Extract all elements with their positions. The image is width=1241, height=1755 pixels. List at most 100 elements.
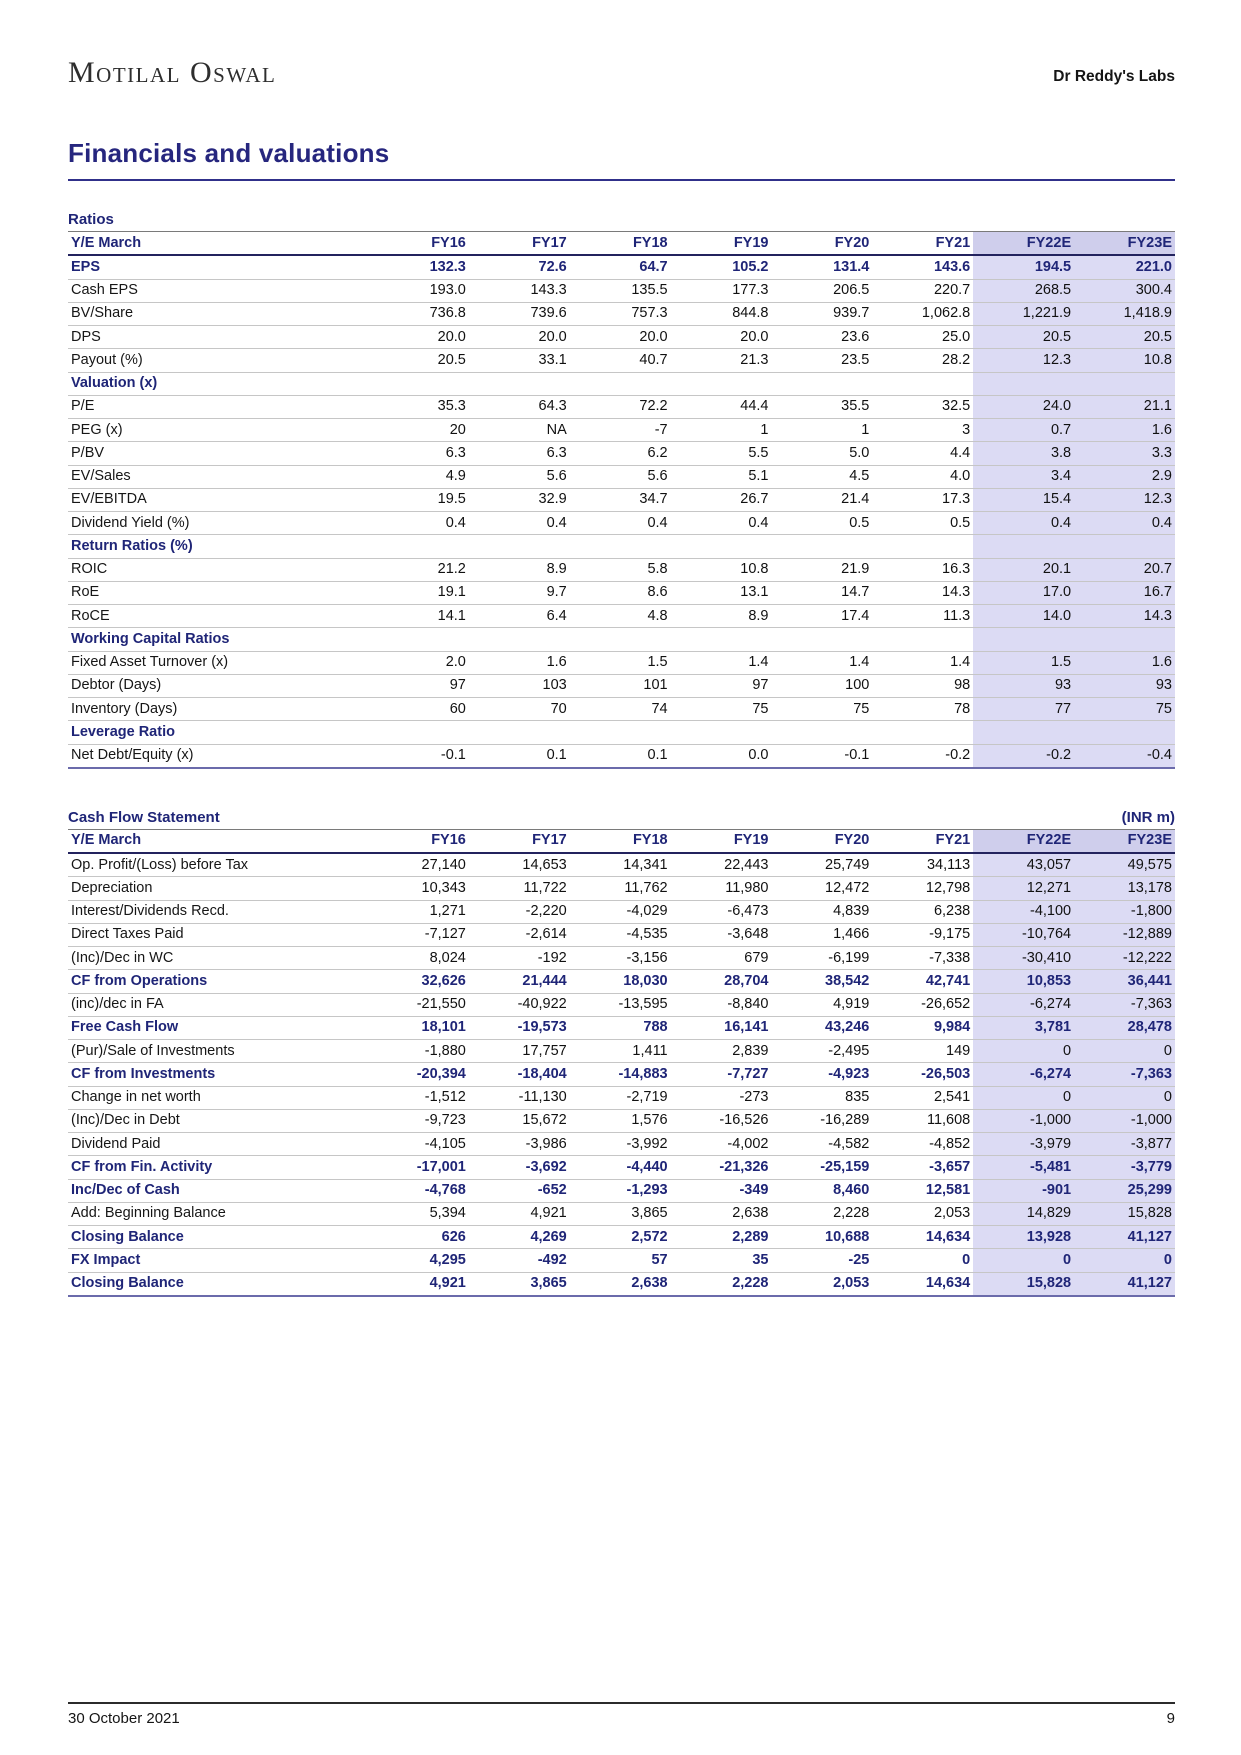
section-row: Leverage Ratio: [68, 720, 1175, 744]
cell-value: 0.0: [748, 747, 769, 763]
cell-value: [671, 535, 772, 558]
cell-value: [1074, 720, 1175, 744]
cell-value: -4,105: [424, 1135, 466, 1152]
cell-value: -4,923: [828, 1065, 870, 1082]
cell-value: 15,672: [522, 1112, 567, 1129]
cell-value: 10,343: [421, 879, 466, 896]
cell-value: 5.0: [849, 444, 870, 461]
cell-value: 28,704: [724, 972, 769, 989]
cell-value: 12.3: [1074, 488, 1175, 512]
cell-value: 939.7: [833, 305, 870, 322]
cell-value: 18,030: [623, 972, 668, 989]
table-row: EPS 132.3 72.6 64.7 105.2 131.4 143.6 194.5 221.…: [68, 255, 1175, 279]
cell-value: [772, 721, 873, 744]
cell-value: 1.5: [973, 651, 1075, 675]
cell-value: [368, 535, 469, 558]
cell-value: 4.8: [647, 607, 668, 624]
cell-value: 1,062.8: [921, 305, 971, 322]
cell-value: [872, 372, 973, 395]
row-label: Change in net worth: [71, 1089, 201, 1105]
cell-value: 14,341: [623, 856, 668, 873]
cell-value: 14.3: [1074, 604, 1175, 628]
cell-value: 19.5: [437, 491, 466, 508]
row-label: Fixed Asset Turnover (x): [71, 654, 229, 670]
table-row: (Inc)/Dec in Debt -9,723 15,672 1,576 -16,52…: [68, 1109, 1175, 1133]
table-row: Direct Taxes Paid -7,127 -2,614 -4,535 -3,64…: [68, 923, 1175, 947]
cell-value: 33.1: [538, 351, 567, 368]
cell-value: 4.4: [950, 444, 971, 461]
cell-value: 0.4: [445, 514, 466, 531]
table-row: Free Cash Flow 18,101 -19,573 788 16,141 43,2…: [68, 1016, 1175, 1040]
cashflow-header-row: Y/E March FY16 FY17 FY18 FY19 FY20 FY21 FY22E FY…: [68, 829, 1175, 853]
cell-value: [671, 372, 772, 395]
cell-value: -0.1: [844, 747, 870, 763]
cell-value: -3,648: [727, 926, 769, 943]
cell-value: 4,921: [429, 1275, 466, 1291]
cell-value: 42,741: [925, 972, 971, 989]
cell-value: 38,542: [825, 972, 870, 989]
cell-value: 77: [973, 697, 1075, 721]
cell-value: 2.9: [1074, 465, 1175, 489]
cell-value: -2,614: [525, 926, 567, 943]
cell-value: -349: [739, 1182, 769, 1198]
cell-value: 6.3: [445, 444, 466, 461]
row-label: (Pur)/Sale of Investments: [71, 1042, 235, 1059]
table-row: Closing Balance 4,921 3,865 2,638 2,228 2,053…: [68, 1272, 1175, 1296]
cell-value: -4,768: [424, 1182, 466, 1198]
column-header: FY19: [733, 832, 769, 849]
cell-value: 13,178: [1074, 876, 1175, 900]
cell-value: 0.4: [748, 514, 769, 531]
table-row: Net Debt/Equity (x) -0.1 0.1 0.1 0.0 -0.1 -0.2…: [68, 744, 1175, 768]
row-label: BV/Share: [71, 305, 134, 322]
cell-value: -4,440: [626, 1158, 668, 1175]
page-footer: 30 October 2021 9: [68, 1702, 1175, 1727]
column-header: FY23E: [1074, 829, 1175, 853]
cell-value: [1074, 372, 1175, 396]
cell-value: -17,001: [416, 1158, 466, 1175]
cell-value: 268.5: [973, 279, 1075, 303]
cell-value: 0.4: [546, 514, 567, 531]
cell-value: [368, 628, 469, 651]
cell-value: 1,466: [833, 926, 870, 943]
row-label: Leverage Ratio: [71, 723, 175, 740]
cell-value: 3,781: [973, 1016, 1075, 1040]
cell-value: 132.3: [429, 258, 466, 275]
cell-value: [368, 372, 469, 395]
row-label: P/BV: [71, 444, 105, 461]
cell-value: [973, 627, 1075, 651]
column-header: FY22E: [973, 231, 1075, 256]
cell-value: 4,919: [833, 996, 870, 1012]
cell-value: 11,980: [725, 879, 769, 896]
cell-value: 0.4: [1074, 511, 1175, 535]
cell-value: 1.4: [849, 654, 870, 670]
cell-value: [671, 721, 772, 744]
brand-logo: Motilal Oswal: [68, 56, 277, 89]
cell-value: 143.6: [933, 258, 971, 275]
cell-value: 8.6: [647, 584, 668, 601]
cell-value: [973, 720, 1075, 744]
row-label: PEG (x): [71, 421, 123, 438]
cell-value: -2,719: [626, 1089, 668, 1105]
cell-value: 20.5: [437, 351, 466, 368]
cell-value: 3,865: [530, 1275, 567, 1291]
table-row: Interest/Dividends Recd. 1,271 -2,220 -4,02…: [68, 900, 1175, 924]
table-row: P/E 35.3 64.3 72.2 44.4 35.5 32.5 24.0 21.1: [68, 395, 1175, 419]
cell-value: -0.2: [973, 744, 1075, 768]
cell-value: 43,246: [825, 1019, 870, 1036]
cell-value: 26.7: [740, 491, 769, 508]
cell-value: 4,295: [429, 1251, 466, 1268]
cell-value: 16.3: [942, 561, 971, 577]
cell-value: 6,238: [933, 903, 971, 919]
cell-value: 17,757: [522, 1042, 567, 1059]
cell-value: -40,922: [517, 996, 567, 1012]
row-label: (Inc)/Dec in WC: [71, 949, 174, 966]
cell-value: -10,764: [973, 923, 1075, 947]
cell-value: 679: [744, 949, 769, 966]
cell-value: 0: [973, 1039, 1075, 1063]
table-row: Payout (%) 20.5 33.1 40.7 21.3 23.5 28.2 12.3 10…: [68, 348, 1175, 372]
cell-value: 14,829: [973, 1202, 1075, 1226]
cell-value: -7,363: [1074, 1062, 1175, 1086]
cell-value: 1: [861, 421, 870, 438]
cell-value: -4,852: [929, 1135, 971, 1152]
cell-value: -26,503: [921, 1065, 971, 1082]
